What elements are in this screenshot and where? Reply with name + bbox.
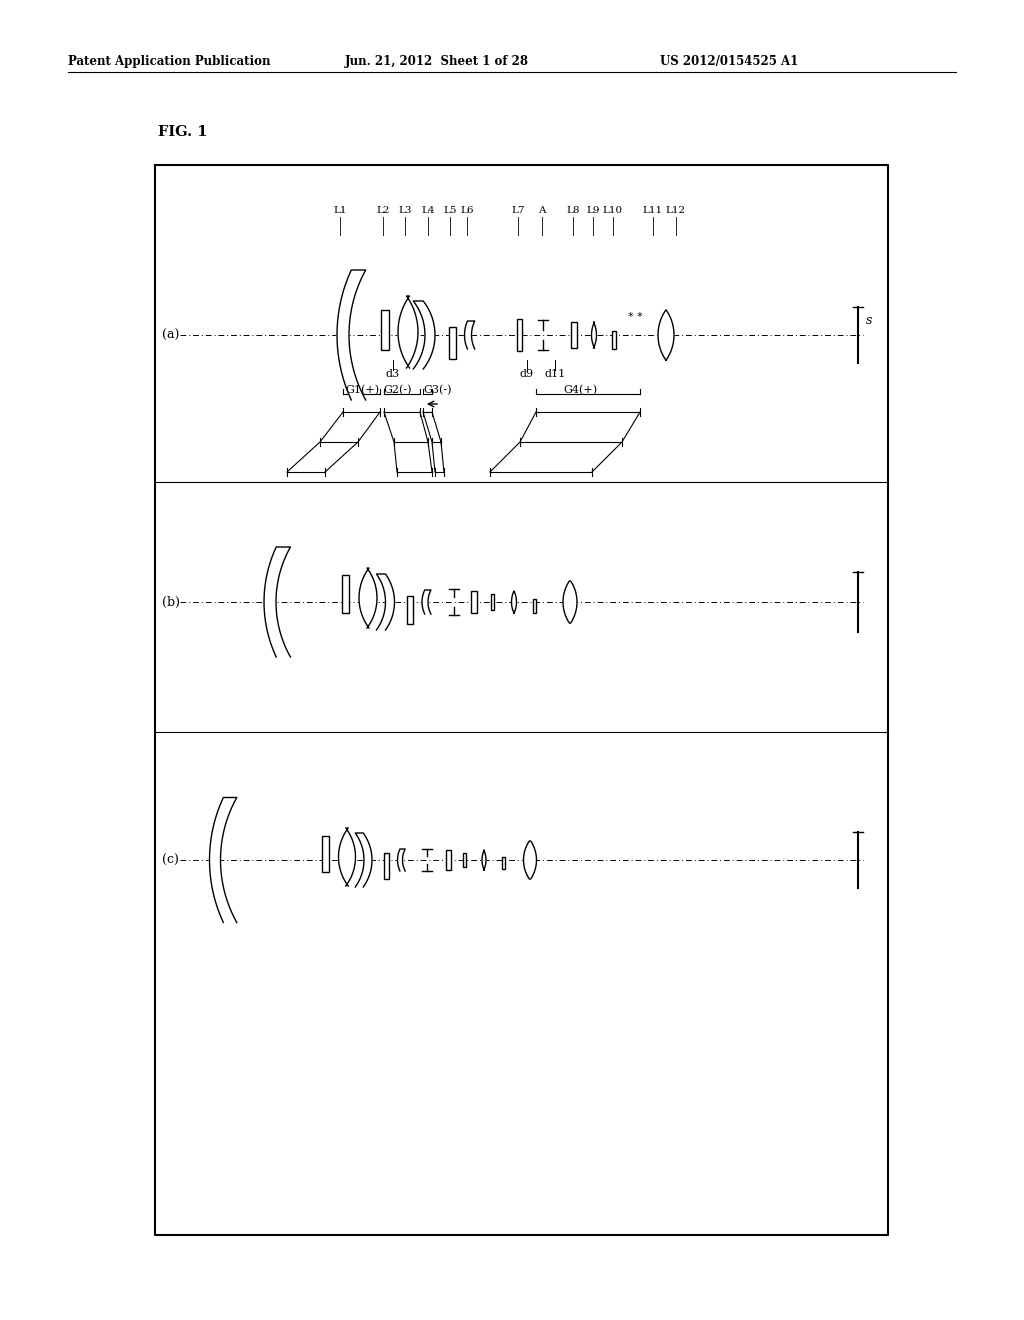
Text: L8: L8 xyxy=(566,206,580,215)
Polygon shape xyxy=(658,310,674,360)
Polygon shape xyxy=(264,546,291,657)
Text: G2(-): G2(-) xyxy=(383,385,412,395)
Text: L11: L11 xyxy=(643,206,664,215)
Polygon shape xyxy=(377,574,394,630)
Bar xyxy=(449,327,456,359)
Polygon shape xyxy=(523,841,537,879)
Text: L10: L10 xyxy=(603,206,623,215)
Text: d3: d3 xyxy=(386,370,400,379)
Text: L3: L3 xyxy=(398,206,412,215)
Bar xyxy=(384,853,388,879)
Bar xyxy=(471,591,477,612)
Text: G3(-): G3(-) xyxy=(423,385,452,395)
Bar xyxy=(571,322,577,348)
Text: (c): (c) xyxy=(162,854,179,866)
Polygon shape xyxy=(482,850,486,870)
Polygon shape xyxy=(465,321,475,348)
Bar xyxy=(445,850,451,870)
Polygon shape xyxy=(355,833,372,887)
Polygon shape xyxy=(563,581,577,623)
Text: Jun. 21, 2012  Sheet 1 of 28: Jun. 21, 2012 Sheet 1 of 28 xyxy=(345,55,529,69)
Polygon shape xyxy=(592,322,597,348)
Polygon shape xyxy=(359,568,377,628)
Bar xyxy=(341,576,348,612)
Bar xyxy=(532,599,536,612)
Bar xyxy=(463,853,466,867)
Text: (a): (a) xyxy=(162,329,179,342)
Text: s: s xyxy=(866,314,872,327)
Text: L7: L7 xyxy=(511,206,524,215)
Polygon shape xyxy=(398,296,418,368)
Text: L5: L5 xyxy=(443,206,457,215)
Text: A: A xyxy=(539,206,546,215)
Text: L1: L1 xyxy=(333,206,347,215)
Text: L9: L9 xyxy=(587,206,600,215)
Polygon shape xyxy=(397,849,406,871)
Polygon shape xyxy=(337,271,366,400)
Polygon shape xyxy=(414,301,435,370)
Text: d11: d11 xyxy=(545,370,565,379)
Text: (b): (b) xyxy=(162,595,180,609)
Text: G4(+): G4(+) xyxy=(563,385,597,395)
Polygon shape xyxy=(339,828,355,886)
Text: * *: * * xyxy=(628,312,642,322)
Bar xyxy=(516,319,521,351)
Bar xyxy=(381,310,389,350)
Polygon shape xyxy=(512,591,516,612)
Bar xyxy=(502,857,505,869)
Bar xyxy=(322,836,329,873)
Bar xyxy=(407,597,413,624)
Text: L2: L2 xyxy=(376,206,390,215)
Polygon shape xyxy=(210,797,237,923)
Text: d9: d9 xyxy=(520,370,535,379)
Bar xyxy=(490,594,494,610)
Text: FIG. 1: FIG. 1 xyxy=(158,125,208,139)
Text: L4: L4 xyxy=(421,206,435,215)
Text: US 2012/0154525 A1: US 2012/0154525 A1 xyxy=(660,55,799,69)
Text: G1(+): G1(+) xyxy=(345,385,379,395)
Bar xyxy=(612,331,616,348)
Polygon shape xyxy=(422,590,431,614)
Text: Patent Application Publication: Patent Application Publication xyxy=(68,55,270,69)
Text: L12: L12 xyxy=(666,206,686,215)
Text: L6: L6 xyxy=(460,206,474,215)
